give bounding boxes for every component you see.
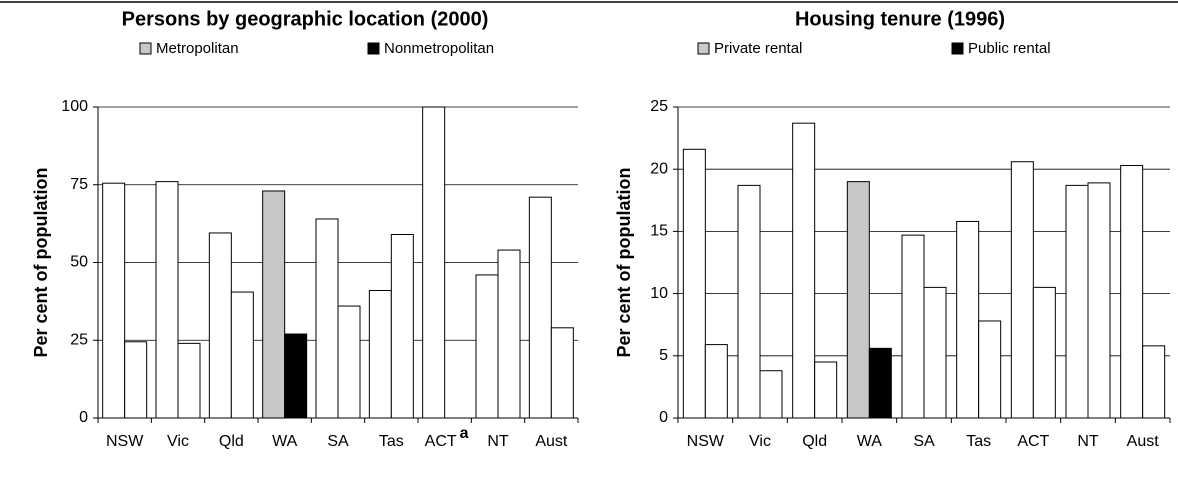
x-tick-label: Aust: [535, 433, 568, 450]
bar: [550, 327, 574, 419]
category-superscript: a: [460, 425, 469, 442]
bar: [102, 182, 126, 419]
y-tick-label: 100: [61, 98, 88, 115]
bar: [1120, 164, 1144, 419]
x-tick-label: Qld: [802, 433, 827, 450]
y-tick-label: 5: [659, 347, 668, 364]
y-tick-label: 0: [659, 409, 668, 426]
x-tick-label: ACT: [425, 433, 457, 450]
bar: [315, 218, 339, 419]
x-tick-label: Tas: [966, 433, 991, 450]
chart-title: Housing tenure (1996): [795, 8, 1005, 30]
bar: [956, 220, 980, 419]
bar: [923, 286, 947, 419]
bar: [1010, 161, 1034, 419]
bar: [978, 320, 1002, 419]
bar: [528, 196, 552, 419]
y-tick-label: 50: [70, 254, 88, 271]
x-tick-label: NSW: [687, 433, 725, 450]
bar: [337, 305, 361, 419]
x-tick-label: Vic: [749, 433, 771, 450]
y-tick-label: 75: [70, 176, 88, 193]
x-tick-label: NT: [1077, 433, 1099, 450]
y-tick-label: 15: [650, 223, 668, 240]
bar: [682, 148, 706, 419]
x-tick-label: Aust: [1127, 433, 1160, 450]
x-tick-label: Tas: [379, 433, 404, 450]
legend-label: Metropolitan: [156, 40, 239, 57]
bar: [155, 181, 179, 419]
legend-swatch: [367, 42, 380, 55]
x-tick-label: WA: [857, 433, 883, 450]
y-axis-label: Per cent of population: [614, 167, 634, 357]
bar: [284, 333, 308, 419]
bar: [1065, 184, 1089, 419]
legend-label: Private rental: [714, 40, 802, 57]
x-tick-label: SA: [327, 433, 349, 450]
bar: [814, 361, 838, 419]
bar: [368, 289, 392, 419]
y-tick-label: 10: [650, 285, 668, 302]
bar: [792, 122, 816, 419]
x-tick-label: ACT: [1017, 433, 1049, 450]
chart-title: Persons by geographic location (2000): [122, 8, 489, 30]
x-tick-label: SA: [913, 433, 935, 450]
y-tick-label: 25: [650, 98, 668, 115]
y-tick-label: 0: [79, 409, 88, 426]
legend-label: Public rental: [968, 40, 1051, 57]
y-axis-label: Per cent of population: [31, 167, 51, 357]
legend-swatch: [139, 42, 152, 55]
bar: [901, 234, 925, 419]
legend-swatch: [951, 42, 964, 55]
x-tick-label: Qld: [219, 433, 244, 450]
x-tick-label: NT: [487, 433, 509, 450]
bar: [208, 232, 232, 419]
x-tick-label: NSW: [106, 433, 144, 450]
bar: [422, 106, 446, 419]
legend-swatch: [697, 42, 710, 55]
bar: [124, 341, 148, 419]
bar: [1032, 286, 1056, 419]
bar: [704, 344, 728, 419]
bar: [177, 342, 201, 419]
x-tick-label: Vic: [167, 433, 189, 450]
y-tick-label: 20: [650, 160, 668, 177]
bar: [846, 181, 870, 419]
bar: [497, 249, 521, 419]
legend-label: Nonmetropolitan: [384, 40, 494, 57]
bar: [262, 190, 286, 419]
bar: [1142, 345, 1166, 419]
bar: [1087, 182, 1111, 419]
bar: [759, 370, 783, 419]
bar: [390, 234, 414, 419]
y-tick-label: 25: [70, 331, 88, 348]
bar: [475, 274, 499, 419]
x-tick-label: WA: [272, 433, 298, 450]
bar: [230, 291, 254, 419]
bar: [737, 184, 761, 419]
bar: [868, 347, 892, 419]
